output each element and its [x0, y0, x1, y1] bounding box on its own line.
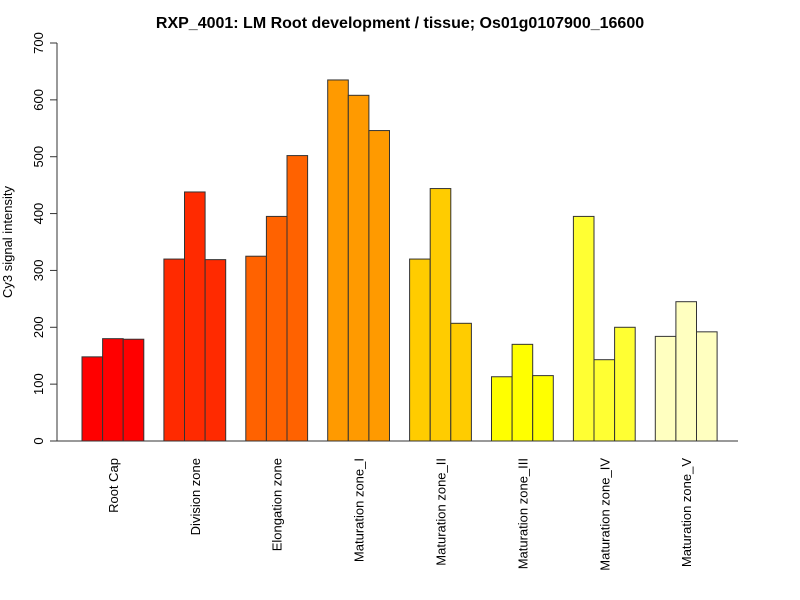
- bar: [368, 130, 390, 442]
- bar-group: [163, 191, 227, 442]
- bar: [163, 258, 185, 442]
- y-tick-label: 600: [31, 89, 46, 111]
- y-tick-label: 500: [31, 146, 46, 168]
- bar: [429, 188, 452, 442]
- bar: [675, 301, 698, 442]
- bars-group: [81, 79, 718, 442]
- bar: [491, 376, 513, 442]
- bar: [102, 338, 124, 442]
- y-tick-label: 300: [31, 260, 46, 282]
- bar-group: [654, 301, 718, 442]
- x-tick-label: Maturation zone_III: [515, 458, 530, 569]
- bar: [327, 79, 349, 442]
- bar: [245, 255, 267, 442]
- x-axis-labels: Root Cap Division zone Elongation zone Matu…: [106, 458, 694, 571]
- x-tick-label: Maturation zone_V: [679, 458, 694, 567]
- y-tick-label: 100: [31, 373, 46, 395]
- bar: [696, 331, 718, 442]
- bar-group: [491, 343, 554, 442]
- x-tick-label: Division zone: [188, 458, 203, 535]
- x-tick-label: Maturation zone_IV: [597, 458, 612, 571]
- bar: [122, 338, 145, 442]
- chart-title: RXP_4001: LM Root development / tissue; …: [156, 15, 644, 32]
- y-tick-label: 200: [31, 316, 46, 338]
- y-tick-label: 700: [31, 32, 46, 54]
- x-tick-label: Maturation zone_II: [434, 458, 449, 566]
- bar-group: [327, 79, 390, 442]
- bar: [184, 191, 206, 442]
- bar-group: [572, 215, 636, 442]
- bar: [511, 343, 534, 442]
- bar: [593, 359, 616, 442]
- bar: [614, 326, 636, 442]
- x-tick-label: Maturation zone_I: [352, 458, 367, 562]
- bar: [81, 356, 104, 442]
- bar: [532, 375, 554, 442]
- bar-group: [409, 188, 472, 442]
- y-axis-label: Cy3 signal intensity: [0, 186, 15, 298]
- x-tick-label: Root Cap: [106, 458, 121, 513]
- bar: [204, 259, 227, 442]
- bar: [265, 215, 288, 442]
- x-tick-label: Elongation zone: [270, 458, 285, 551]
- bar-group: [81, 338, 145, 442]
- y-axis: 0 100 200 300 400 500 600 700: [31, 32, 58, 445]
- bar-group: [245, 155, 309, 442]
- bar: [286, 155, 309, 442]
- bar: [409, 258, 431, 442]
- y-tick-label: 400: [31, 203, 46, 225]
- bar: [572, 215, 595, 442]
- y-tick-label: 0: [31, 437, 46, 444]
- bar: [450, 322, 472, 442]
- bar: [347, 94, 370, 442]
- bar: [654, 335, 677, 442]
